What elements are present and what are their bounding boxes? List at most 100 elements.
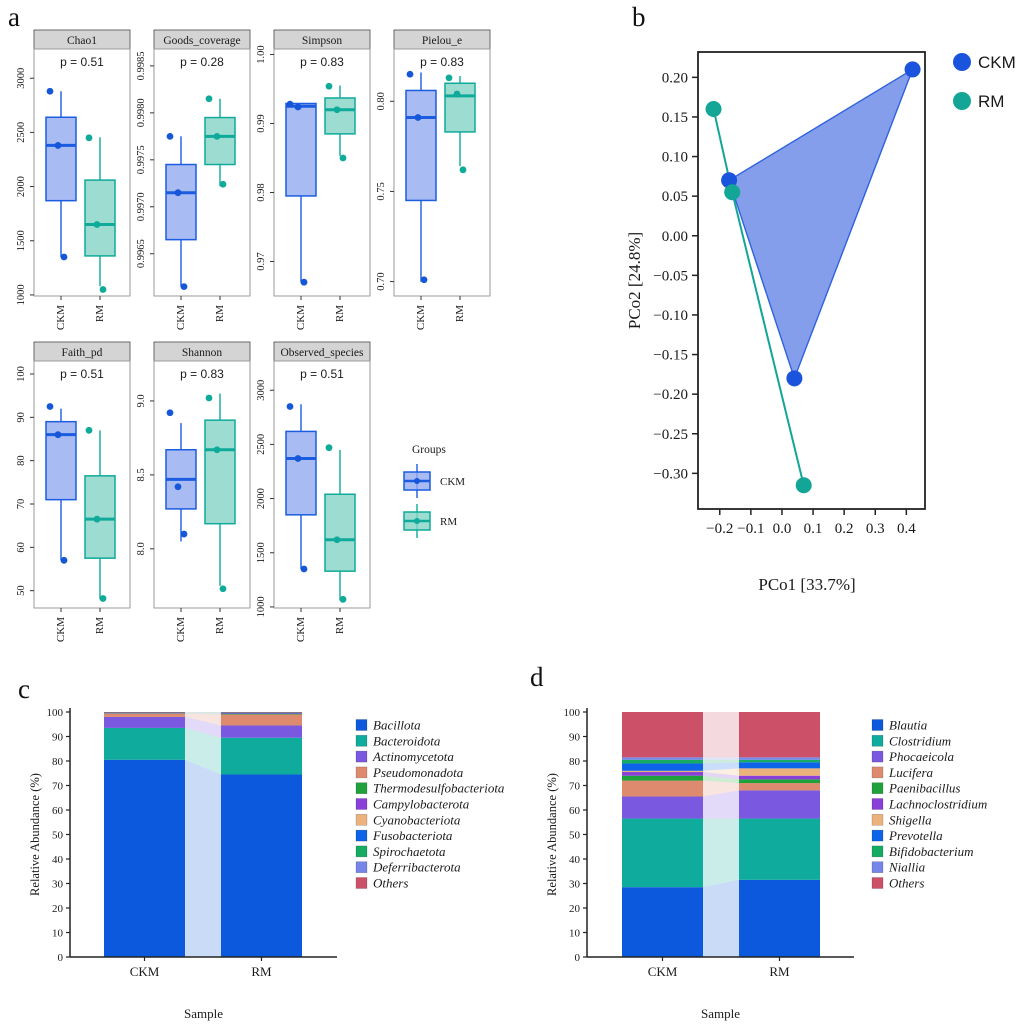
- data-point: [339, 595, 347, 603]
- legend-swatch: [355, 766, 368, 779]
- legend-label: Others: [373, 876, 408, 891]
- genus-abundance-panel: 0 10 20 30 40 50 60 70 80 90 100 CKM RM Relative Abun…: [540, 680, 1024, 1031]
- facet-title: Observed_species: [280, 347, 364, 359]
- data-point: [85, 134, 93, 142]
- y-tick-label: 20: [569, 903, 581, 915]
- y-tick-label: 0.9975: [136, 145, 147, 174]
- y-tick-label: 1000: [256, 596, 267, 617]
- y-tick-label: 0.9980: [136, 98, 147, 127]
- legend-label: Phocaeicola: [888, 749, 954, 764]
- y-tick-label: 60: [569, 805, 581, 817]
- groups-legend: Groups CKM RM: [403, 444, 465, 538]
- data-point: [174, 189, 182, 197]
- data-point: [166, 132, 174, 140]
- data-point: [325, 444, 333, 452]
- legend-label: Fusobacteriota: [372, 828, 453, 843]
- data-point: [300, 565, 308, 573]
- bar-segment-clostridium-rm: [739, 818, 820, 880]
- facet-title: Goods_coverage: [163, 35, 240, 47]
- bar-segment-prevotella-rm: [739, 762, 820, 769]
- y-tick-label: 100: [564, 707, 581, 719]
- x-group-label: CKM: [295, 617, 307, 642]
- data-point: [99, 286, 107, 293]
- bar-segment-others-rm: [221, 712, 302, 713]
- legend-swatch: [355, 734, 368, 747]
- legend-swatch: [355, 719, 368, 731]
- data-point: [406, 70, 414, 78]
- alluvial-ribbon: [703, 772, 739, 780]
- legend-item-ckm: CKM: [403, 464, 465, 498]
- bar-segment-bifidobacterium-ckm: [622, 759, 703, 764]
- x-tick-label: 0.1: [804, 521, 823, 537]
- boxplot-ckm: [165, 409, 197, 542]
- legend-label: Deferribacterota: [372, 860, 461, 875]
- boxplot-rm: [204, 393, 236, 593]
- boxplot-rm: [324, 82, 356, 162]
- bar-segment-bifidobacterium-rm: [739, 759, 820, 763]
- data-point: [414, 114, 422, 121]
- bar-segment-paenibacillus-ckm: [622, 775, 703, 781]
- data-point: [180, 530, 188, 538]
- bar-segment-fusobacteriota-rm: [221, 712, 302, 714]
- bar-segment-fusobacteriota-ckm: [104, 712, 185, 714]
- boxplot-rm: [84, 134, 116, 293]
- facet-title: Shannon: [182, 347, 223, 359]
- y-tick-label: 3000: [16, 68, 27, 89]
- genus-relative-abundance-svg: 0 10 20 30 40 50 60 70 80 90 100 CKM RM Relative Abun…: [545, 707, 987, 1021]
- data-point: [904, 61, 921, 78]
- y-tick-label: 0: [58, 952, 64, 964]
- legend-swatch: [355, 750, 368, 763]
- x-tick-label: −0.1: [737, 521, 764, 537]
- data-point: [453, 90, 461, 98]
- y-tick-label: 2000: [16, 176, 27, 197]
- data-point: [420, 276, 428, 284]
- legend-label: Blautia: [889, 718, 928, 733]
- facet-observed_species: Observed_species 1000 1500 2000 2500 3000 p = …: [256, 341, 371, 642]
- legend-swatch: [355, 798, 368, 810]
- legend-label: Pseudomonadota: [372, 765, 464, 780]
- boxplot-ckm: [405, 70, 437, 284]
- y-tick-label: 9.0: [136, 394, 147, 407]
- data-point: [219, 180, 227, 188]
- x-category-label: RM: [251, 964, 272, 979]
- taxa-legend: BlautiaClostridiumPhocaeicolaLuciferaPae…: [871, 718, 987, 891]
- panel-label-b: b: [632, 2, 646, 32]
- p-value-label: p = 0.28: [180, 55, 224, 69]
- legend-label: CKM: [440, 476, 465, 488]
- pcoa-scatter-panel: 0.20 0.15 0.10 0.05 0.00 −0.05 −0.10 −0.15 −0.20…: [620, 0, 1024, 660]
- y-tick-label: 80: [569, 756, 581, 768]
- y-tick-label: 50: [52, 830, 64, 842]
- legend-label: Spirochaetota: [373, 844, 446, 859]
- data-point: [705, 101, 722, 118]
- data-point: [60, 556, 68, 564]
- bar-segment-niallia-ckm: [622, 757, 703, 760]
- panel-label-c: c: [18, 674, 30, 704]
- boxplot-ckm: [285, 100, 317, 286]
- boxplot-ckm: [285, 403, 317, 573]
- data-point: [54, 431, 62, 439]
- y-tick-label: 1.00: [256, 45, 267, 63]
- legend-swatch: [355, 782, 368, 794]
- data-point: [219, 585, 227, 593]
- x-tick-label: 0.2: [835, 521, 854, 537]
- facet-pielou_e: Pielou_e 0.70 0.75 0.80 p = 0.83 CKM RM: [376, 29, 491, 330]
- bar-segment-prevotella-ckm: [622, 763, 703, 771]
- boxplot-rm: [204, 95, 236, 188]
- legend-label: Prevotella: [888, 828, 943, 843]
- y-tick-label: 30: [569, 879, 581, 891]
- bar-segment-actinomycetota-ckm: [104, 716, 185, 728]
- y-tick-label: 70: [52, 781, 64, 793]
- x-axis-title: PCo1 [33.7%]: [758, 575, 855, 594]
- facet-title: Pielou_e: [422, 35, 462, 47]
- x-group-label: CKM: [55, 617, 67, 642]
- bar-segment-phocaeicola-ckm: [622, 796, 703, 819]
- y-tick-label: 8.5: [136, 468, 147, 481]
- x-group-label: CKM: [175, 305, 187, 330]
- data-point: [786, 370, 803, 387]
- y-tick-label: 0.9970: [136, 192, 147, 221]
- legend-label: Actinomycetota: [372, 749, 454, 764]
- x-category-label: RM: [769, 964, 790, 979]
- y-tick-label: 80: [52, 756, 64, 768]
